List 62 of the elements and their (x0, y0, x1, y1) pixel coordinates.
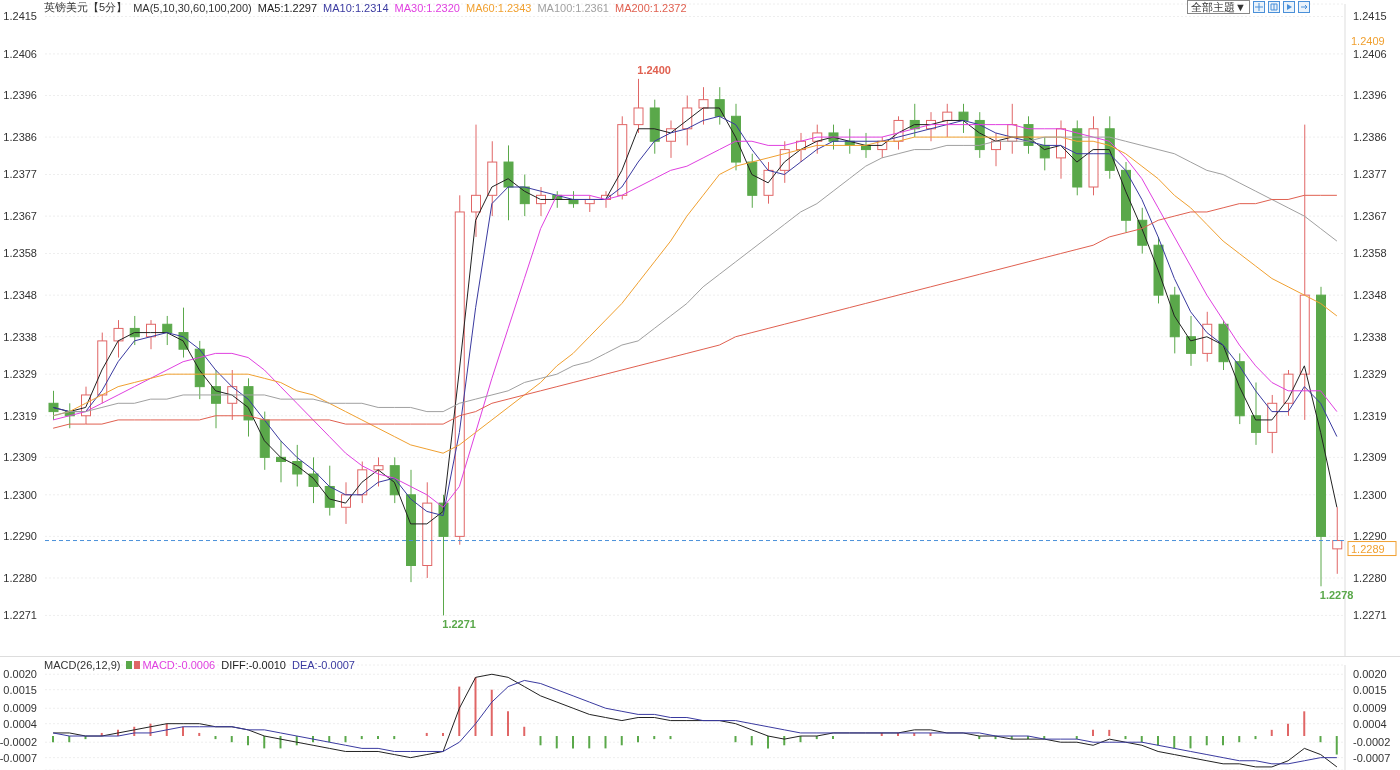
y-tick-label: 1.2377 (3, 168, 37, 181)
text: MA10:1.2314 (323, 1, 389, 14)
y-tick-label: 1.2396 (3, 89, 37, 102)
legend-label: MACD:-0.0006 (141, 659, 216, 671)
text: MA100:1.2361 (537, 1, 609, 14)
y2-tick-label: 1.2396 (1353, 89, 1387, 102)
annotation: 1.2278 (1319, 589, 1354, 602)
y2-tick-label: 1.2377 (1353, 168, 1387, 181)
y-tick-label: 1.2280 (3, 571, 37, 584)
y2-tick-label: 1.2415 (1353, 10, 1387, 23)
y2-tick-label: 1.2348 (1353, 289, 1387, 302)
annotation: 1.2271 (442, 618, 476, 631)
y2-tick-label: 1.2300 (1353, 488, 1387, 501)
y2-tick-label: 1.2386 (1353, 131, 1387, 143)
y2-tick-label: 1.2406 (1353, 47, 1387, 60)
text: MA30:1.2320 (394, 1, 460, 14)
y2-tick-label: 1.2367 (1353, 210, 1387, 223)
y-tick-label: 1.2271 (3, 609, 37, 622)
y2-tick-label: 0.0015 (1353, 683, 1387, 696)
y-tick-label: 1.2309 (3, 451, 37, 464)
text: MA5:1.2297 (257, 1, 318, 14)
legend-title: MA(5,10,30,60,100,200) (133, 1, 252, 14)
text: DEA:-0.0007 (292, 659, 355, 671)
y2-tick-label: 1.2329 (1353, 368, 1387, 381)
y-tick-label: 1.2415 (3, 10, 37, 23)
y-tick-label: 1.2367 (3, 210, 37, 223)
y2-tick-label: 0.0020 (1353, 668, 1387, 681)
ref-line-label: 1.2289 (1351, 542, 1385, 555)
y2-tick-label: -0.0007 (1353, 751, 1391, 764)
y2-tick-label: 1.2280 (1353, 571, 1387, 584)
y2-tick-label: 0.0004 (1353, 717, 1387, 730)
y2-tick-label: 1.2338 (1353, 330, 1387, 343)
y2-tick-label: 1.2309 (1353, 451, 1387, 464)
y2-tick-label: 1.2319 (1353, 409, 1387, 422)
y-tick-label: 0.0009 (3, 702, 37, 715)
y2-tick-label: 1.2290 (1353, 530, 1387, 543)
y-tick-label: -0.0007 (0, 751, 37, 764)
y2-tick-label: 0.0009 (1353, 702, 1387, 715)
legend-title: MACD(26,12,9) (44, 659, 121, 671)
y-tick-label: 1.2319 (3, 409, 37, 422)
y-tick-label: 1.2338 (3, 330, 37, 343)
annotation: 1.2400 (637, 63, 671, 76)
y-tick-label: 1.2329 (3, 368, 37, 381)
y2-tick-label: -0.0002 (1353, 736, 1391, 749)
y-tick-label: 1.2290 (3, 530, 37, 543)
y2-tick-label: 1.2271 (1353, 609, 1387, 622)
y-tick-label: 1.2386 (3, 131, 37, 143)
text: 1.2409 (1351, 35, 1385, 48)
y-tick-label: 1.2300 (3, 488, 37, 501)
text: DIFF:-0.0010 (221, 659, 286, 671)
y-tick-label: 1.2348 (3, 289, 37, 302)
y-tick-label: -0.0002 (0, 736, 37, 749)
y-tick-label: 0.0004 (3, 717, 37, 730)
y-tick-label: 1.2358 (3, 247, 37, 260)
text: MA60:1.2343 (465, 1, 532, 14)
y-tick-label: 0.0020 (3, 668, 37, 681)
annotation: 全部主題▼ (1187, 0, 1250, 14)
chart-title: 英镑美元【5分】 (44, 0, 128, 15)
y2-tick-label: 1.2358 (1353, 247, 1387, 260)
y-tick-label: 0.0015 (3, 683, 37, 696)
text: MA200:1.2372 (614, 1, 687, 14)
y-tick-label: 1.2406 (3, 47, 37, 60)
